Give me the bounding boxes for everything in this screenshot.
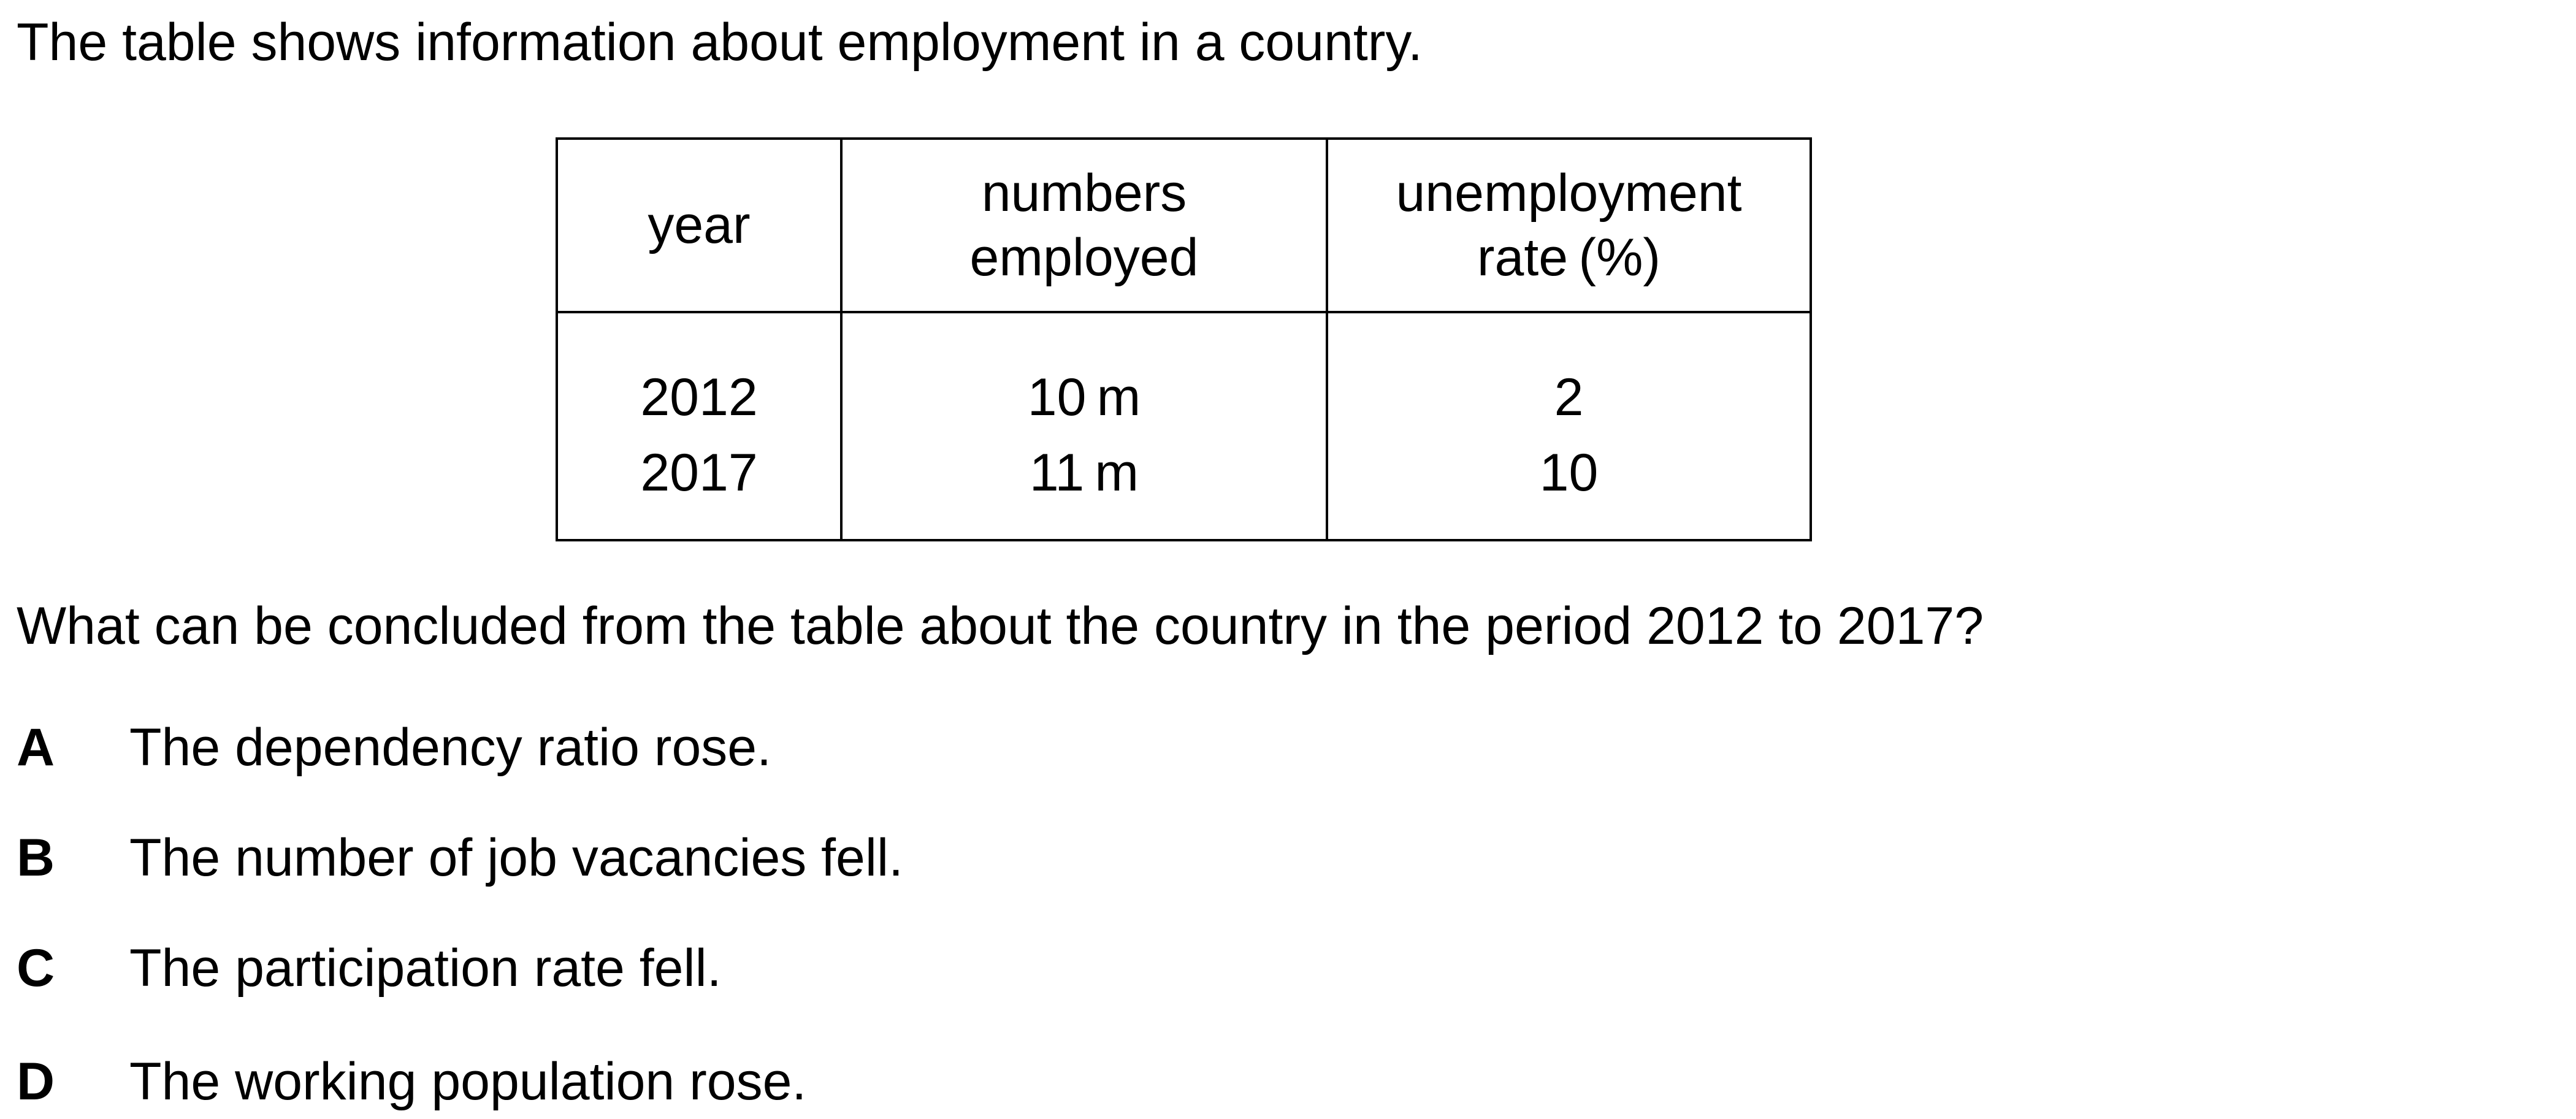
option-d[interactable]: D The working population rose. (17, 1045, 806, 1118)
option-text: The participation rate fell. (129, 939, 722, 998)
header-numbers-employed: numbers employed (840, 137, 1328, 313)
intro-text: The table shows information about employ… (17, 13, 1423, 72)
option-b[interactable]: B The number of job vacancies fell. (17, 822, 903, 894)
option-text: The working population rose. (129, 1052, 807, 1111)
header-year: year (556, 137, 843, 313)
table-header-row: year numbers employed unemployment rate … (556, 137, 1812, 313)
header-rate-line2: rate (%) (1477, 227, 1661, 287)
cell-rate: 10 (1326, 433, 1812, 541)
employment-table: year numbers employed unemployment rate … (556, 137, 1812, 541)
header-unemployment-rate: unemployment rate (%) (1326, 137, 1812, 313)
question-text: What can be concluded from the table abo… (17, 597, 1984, 655)
option-text: The dependency ratio rose. (129, 718, 771, 777)
table-row: 2017 11 m 10 (556, 433, 1812, 541)
header-rate-line1: unemployment (1396, 163, 1742, 223)
cell-employed: 10 m (840, 312, 1328, 433)
option-c[interactable]: C The participation rate fell. (17, 932, 722, 1004)
cell-rate: 2 (1326, 312, 1812, 433)
option-letter: C (17, 939, 55, 998)
cell-year: 2017 (556, 433, 843, 541)
table-row: 2012 10 m 2 (556, 312, 1812, 433)
header-numbers-line1: numbers (981, 163, 1187, 223)
cell-employed: 11 m (840, 433, 1328, 541)
option-a[interactable]: A The dependency ratio rose. (17, 711, 771, 784)
option-text: The number of job vacancies fell. (129, 828, 903, 887)
option-letter: A (17, 718, 55, 777)
option-letter: B (17, 828, 55, 887)
header-year-label: year (648, 196, 751, 254)
header-numbers-line2: employed (969, 227, 1199, 287)
option-letter: D (17, 1052, 55, 1111)
cell-year: 2012 (556, 312, 843, 433)
